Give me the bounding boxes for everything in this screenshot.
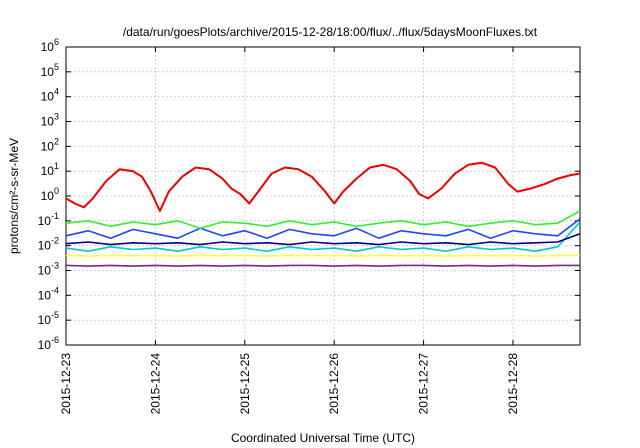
- y-tick-label: 105: [41, 62, 59, 79]
- x-tick-label: 2015-12-26: [327, 353, 341, 415]
- y-tick-label: 10-3: [38, 261, 59, 278]
- y-tick-label: 104: [41, 87, 59, 104]
- grid: [65, 46, 580, 346]
- x-axis-tick-labels: 2015-12-23 2015-12-24 2015-12-25 2015-12-26…: [59, 353, 520, 415]
- y-tick-label: 106: [41, 37, 59, 54]
- y-axis-tick-labels: 10-6 10-5 10-4 10-3 10-2 10-1 100 101 102 103 104 1…: [38, 37, 59, 352]
- x-tick-label: 2015-12-23: [59, 353, 73, 415]
- y-tick-label: 100: [41, 186, 59, 203]
- axis-ticks: [65, 46, 580, 346]
- y-tick-label: 10-6: [38, 335, 59, 352]
- y-tick-label: 10-4: [38, 285, 59, 302]
- y-tick-label: 10-2: [38, 236, 59, 253]
- x-tick-label: 2015-12-24: [148, 353, 162, 415]
- series-line: [65, 221, 581, 252]
- y-tick-label: 103: [41, 112, 59, 129]
- y-axis-label: protons/cm²-s-sr-MeV: [7, 138, 21, 254]
- y-tick-label: 10-5: [38, 310, 59, 327]
- series-group: [65, 161, 581, 267]
- series-line: [65, 233, 581, 246]
- y-tick-label: 102: [41, 136, 59, 153]
- series-line: [65, 254, 580, 257]
- y-tick-label: 10-1: [38, 211, 59, 228]
- chart-title: /data/run/goesPlots/archive/2015-12-28/1…: [123, 25, 538, 39]
- y-tick-label: 101: [41, 161, 59, 178]
- x-tick-label: 2015-12-25: [238, 353, 252, 415]
- series-line: [65, 210, 581, 230]
- series-line: [65, 161, 581, 212]
- x-tick-label: 2015-12-27: [417, 353, 431, 415]
- x-tick-label: 2015-12-28: [506, 353, 520, 415]
- series-line: [65, 218, 581, 239]
- x-axis-label: Coordinated Universal Time (UTC): [231, 431, 415, 445]
- series-line: [65, 264, 580, 267]
